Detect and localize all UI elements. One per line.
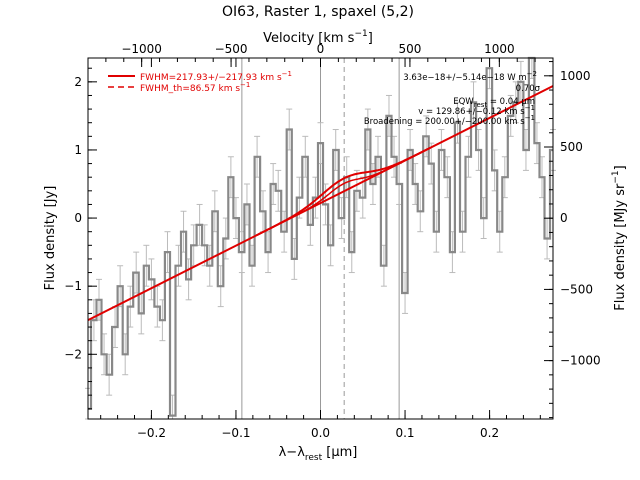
sb-tick-label: 0 <box>560 211 568 225</box>
y-tick-label: 2 <box>74 75 82 89</box>
sb-tick-label: −1000 <box>560 354 601 368</box>
x-axis-label: λ−λrest [μm] <box>279 445 358 463</box>
x-tick-label: 0.0 <box>311 426 330 440</box>
annotation-snr: 0.70σ <box>516 84 541 94</box>
velocity-tick-label: 500 <box>398 42 421 56</box>
y-axis-ticks: −2 −1 0 1 2 <box>64 67 97 410</box>
annotation-eqw: EQWrest = 0.04 μm <box>453 97 535 109</box>
x-tick-label: 0.2 <box>480 426 499 440</box>
legend-label-fwhm-th: FWHM_th=86.57 km s−1 <box>140 81 250 94</box>
velocity-axis-ticks: −1000 −500 0 500 1000 <box>105 42 536 67</box>
chart-title: OI63, Raster 1, spaxel (5,2) <box>222 4 414 20</box>
y-axis-label: Flux density [Jy] <box>43 186 58 291</box>
y-tick-label: 1 <box>74 143 82 157</box>
surface-brightness-axis-ticks: −1000 −500 0 500 1000 <box>544 61 601 419</box>
fit-annotations: 3.63e−18+/−5.14e−18 W m−2 0.70σ EQWrest … <box>364 70 541 127</box>
sb-tick-label: 500 <box>560 140 583 154</box>
legend: FWHM=217.93+/−217.93 km s−1 FWHM_th=86.5… <box>108 70 292 94</box>
x-tick-label: −0.1 <box>221 426 250 440</box>
x-axis-ticks: −0.2 −0.1 0.0 0.1 0.2 <box>100 58 541 440</box>
sb-tick-label: 1000 <box>560 69 591 83</box>
velocity-tick-label: −1000 <box>121 42 162 56</box>
velocity-tick-label: 0 <box>317 42 325 56</box>
y-tick-label: −2 <box>64 347 82 361</box>
x-tick-label: −0.2 <box>137 426 166 440</box>
spectrum-line <box>88 56 553 417</box>
sb-tick-label: −500 <box>560 282 593 296</box>
continuum-fit-line <box>87 85 554 322</box>
annotation-flux: 3.63e−18+/−5.14e−18 W m−2 <box>403 70 537 83</box>
x-tick-label: 0.1 <box>395 426 414 440</box>
annotation-broadening: Broadening = 200.00+/−200.00 km s−1 <box>364 114 535 127</box>
annotation-velocity: v = 129.86+/−0.12 km s−1 <box>418 104 535 117</box>
legend-label-fwhm: FWHM=217.93+/−217.93 km s−1 <box>140 70 292 83</box>
y-tick-label: −1 <box>64 279 82 293</box>
y-tick-label: 0 <box>74 211 82 225</box>
velocity-tick-label: −500 <box>215 42 248 56</box>
velocity-tick-label: 1000 <box>484 42 515 56</box>
y2-axis-label: Flux density [MJy sr−1] <box>611 165 628 310</box>
velocity-axis-label: Velocity [km s−1] <box>263 29 373 46</box>
thermal-fit-curve <box>255 147 431 237</box>
